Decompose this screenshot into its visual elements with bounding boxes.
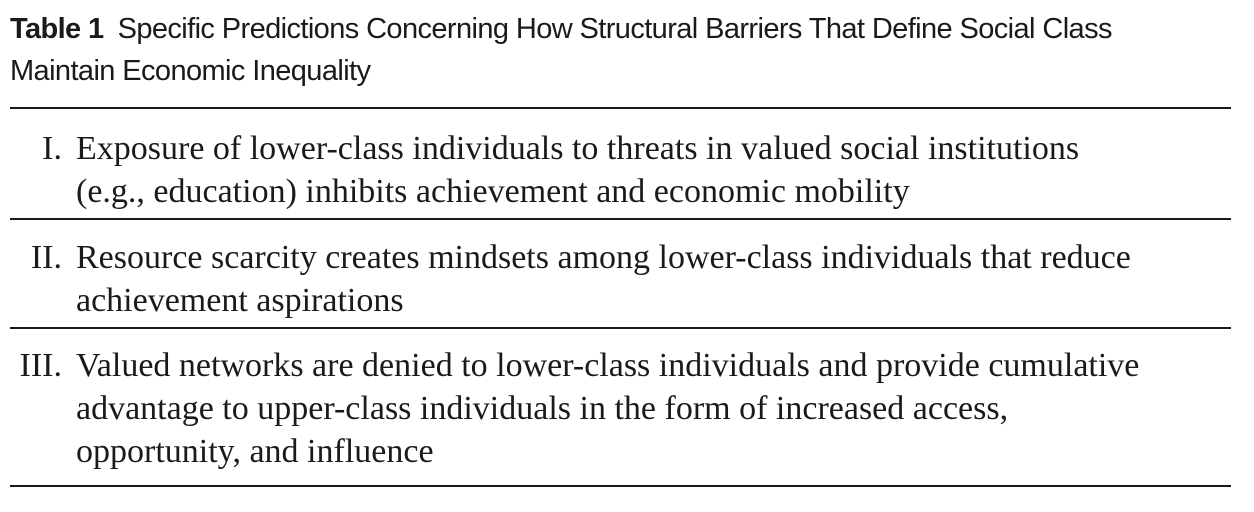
table-top-rule: [10, 107, 1231, 109]
row-text: Exposure of lower-class individuals to t…: [76, 130, 1080, 210]
table-title-line2: Maintain Economic Inequality: [10, 55, 371, 87]
table-label: Table 1: [10, 13, 104, 45]
row-number: III.: [19, 347, 62, 384]
row-text: Resource scarcity creates mindsets among…: [76, 239, 1131, 319]
row-text: Valued networks are denied to lower-clas…: [76, 347, 1140, 470]
table-bottom-rule: [10, 485, 1231, 487]
table-caption: Table 1 Specific Predictions Concerning H…: [10, 8, 1240, 92]
row-number: II.: [30, 239, 62, 276]
row-divider: [10, 327, 1231, 329]
row-divider: [10, 218, 1231, 220]
row-number: I.: [42, 130, 62, 167]
table-title-line1: Specific Predictions Concerning How Stru…: [117, 13, 1113, 45]
